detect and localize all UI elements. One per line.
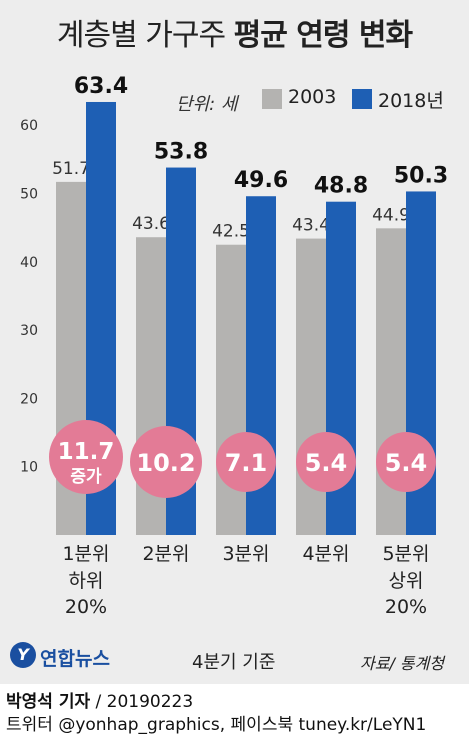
yonhap-logo-mark: Y bbox=[10, 642, 36, 668]
y-tick-label-40: 40 bbox=[20, 255, 38, 271]
increase-value-1: 11.7 bbox=[58, 439, 115, 465]
category-sublabel-5-b: 20% bbox=[385, 596, 427, 618]
data-label-2018-1: 63.4 bbox=[74, 74, 128, 99]
publish-date: / 20190223 bbox=[95, 692, 194, 712]
increase-bubble-3 bbox=[216, 432, 276, 492]
chart-title: 계층별 가구주 평균 연령 변화 bbox=[0, 10, 469, 54]
y-tick-label-50: 50 bbox=[20, 187, 38, 203]
category-sublabel-1-a: 하위 bbox=[69, 570, 104, 592]
footer: 박영석 기자 / 20190223 트위터 @yonhap_graphics, … bbox=[0, 684, 469, 750]
source-label: 자료/ 통계청 bbox=[360, 654, 445, 673]
y-tick-label-60: 60 bbox=[20, 118, 38, 134]
increase-value-3: 7.1 bbox=[225, 449, 268, 477]
title-part1: 계층별 가구주 bbox=[56, 18, 226, 53]
byline: 박영석 기자 / 20190223 bbox=[6, 687, 193, 712]
y-tick-label-20: 20 bbox=[20, 391, 38, 407]
social-links: 트위터 @yonhap_graphics, 페이스북 tuney.kr/LeYN… bbox=[6, 715, 427, 735]
category-sublabel-5-a: 상위 bbox=[389, 570, 424, 592]
increase-bubble-4 bbox=[296, 432, 356, 492]
data-label-2003-3: 42.5 bbox=[212, 222, 250, 242]
increase-bubble-5 bbox=[376, 432, 436, 492]
increase-value-4: 5.4 bbox=[305, 449, 348, 477]
legend-swatch-2003 bbox=[262, 89, 282, 109]
legend-label-2003: 2003 bbox=[288, 86, 337, 108]
increase-bubble-2 bbox=[130, 426, 202, 498]
data-label-2003-2: 43.6 bbox=[132, 214, 170, 234]
category-label-5: 5분위 bbox=[382, 543, 429, 565]
category-label-1: 1분위 bbox=[62, 543, 109, 565]
category-label-4: 4분위 bbox=[302, 543, 349, 565]
unit-label: 단위: 세 bbox=[176, 94, 238, 115]
y-tick-label-30: 30 bbox=[20, 323, 38, 339]
title-part2: 평균 연령 변화 bbox=[233, 18, 413, 53]
y-tick-label-10: 10 bbox=[20, 460, 38, 476]
reporter-name: 박영석 기자 bbox=[6, 692, 91, 712]
increase-bubble-1 bbox=[49, 420, 123, 494]
increase-suffix-label: 증가 bbox=[70, 467, 102, 487]
data-label-2018-2: 53.8 bbox=[154, 140, 208, 165]
increase-value-2: 10.2 bbox=[136, 449, 195, 477]
yonhap-logo-name: 연합뉴스 bbox=[40, 648, 110, 670]
basis-note: 4분기 기준 bbox=[192, 652, 276, 673]
category-label-2: 2분위 bbox=[142, 543, 189, 565]
data-label-2018-3: 49.6 bbox=[234, 168, 288, 193]
increase-value-5: 5.4 bbox=[385, 449, 428, 477]
legend-label-2018: 2018년 bbox=[378, 90, 444, 112]
data-label-2018-4: 48.8 bbox=[314, 174, 368, 199]
data-label-2003-5: 44.9 bbox=[372, 205, 410, 225]
category-label-3: 3분위 bbox=[222, 543, 269, 565]
legend-swatch-2018 bbox=[352, 89, 372, 109]
category-sublabel-1-b: 20% bbox=[65, 596, 107, 618]
data-label-2003-4: 43.4 bbox=[292, 216, 330, 236]
data-label-2018-5: 50.3 bbox=[394, 163, 448, 188]
data-label-2003-1: 51.7 bbox=[52, 159, 90, 179]
